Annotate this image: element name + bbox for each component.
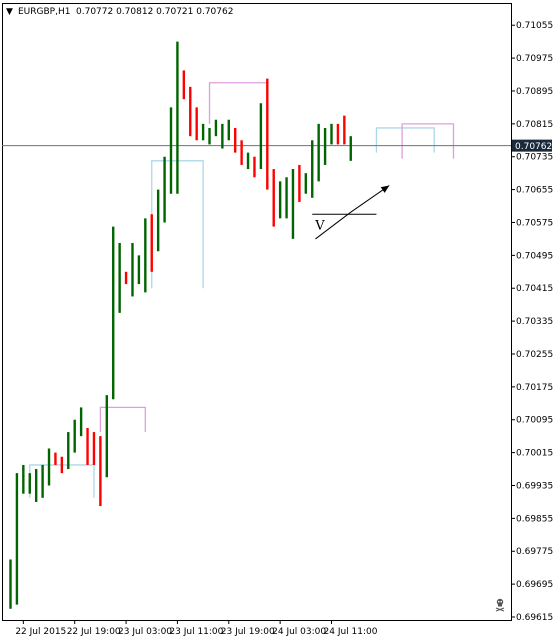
- annotation-label-v[interactable]: V: [314, 218, 325, 233]
- y-tick-label: 0.70815: [516, 120, 553, 130]
- y-tick-label: 0.70495: [516, 251, 553, 261]
- y-tick-label: 0.70335: [516, 317, 553, 327]
- y-tick-label: 0.71055: [516, 21, 553, 31]
- y-tick-label: 0.70655: [516, 186, 553, 196]
- annotation-layer: V: [312, 185, 390, 240]
- y-tick-label: 0.69855: [516, 514, 553, 524]
- ohlc-bars-layer: [9, 41, 352, 609]
- y-tick-label: 0.70255: [516, 350, 553, 360]
- x-tick-label: 23 Jul 11:00: [169, 627, 223, 637]
- chart-header: ▼ EURGBP,H1 0.70772 0.70812 0.70721 0.70…: [6, 7, 233, 17]
- y-tick-label: 0.70735: [516, 153, 553, 163]
- annotation-arrowhead-icon: [380, 185, 390, 193]
- y-tick-label: 0.70175: [516, 383, 553, 393]
- x-tick-label: 23 Jul 19:00: [221, 627, 275, 637]
- range-box-blue[interactable]: [375, 127, 435, 153]
- range-box-pink[interactable]: [99, 406, 146, 433]
- range-box-pink[interactable]: [208, 82, 268, 124]
- y-tick-label: 0.69615: [516, 613, 553, 623]
- ohlc-values-label: 0.70772 0.70812 0.70721 0.70762: [76, 7, 233, 17]
- x-tick-label: 24 Jul 11:00: [324, 627, 378, 637]
- price-axis[interactable]: 0.71055 0.70975 0.70895 0.70815 0.70735 0.706…: [511, 21, 553, 623]
- x-tick-label: 22 Jul 2015: [15, 627, 66, 637]
- plot-area-frame: [2, 3, 512, 621]
- y-tick-label: 0.70895: [516, 87, 553, 97]
- current-price-label: 0.70762: [515, 142, 552, 152]
- x-tick-label: 24 Jul 03:00: [272, 627, 326, 637]
- symbol-timeframe-label: EURGBP,H1: [18, 7, 70, 17]
- y-tick-label: 0.69695: [516, 580, 553, 590]
- current-price-badge: 0.70762: [512, 139, 552, 152]
- y-tick-label: 0.69935: [516, 481, 553, 491]
- y-tick-label: 0.70975: [516, 54, 553, 64]
- skull-icon: [495, 598, 505, 612]
- y-tick-label: 0.69775: [516, 547, 553, 557]
- y-tick-label: 0.70015: [516, 449, 553, 459]
- range-box-pink[interactable]: [401, 123, 455, 159]
- y-tick-label: 0.70095: [516, 416, 553, 426]
- y-tick-label: 0.70415: [516, 284, 553, 294]
- y-tick-label: 0.70575: [516, 218, 553, 228]
- x-tick-label: 23 Jul 03:00: [118, 627, 172, 637]
- x-tick-label: 22 Jul 19:00: [67, 627, 121, 637]
- chart-menu-arrow-icon[interactable]: ▼: [6, 7, 13, 17]
- annotation-trend-line[interactable]: [315, 211, 352, 240]
